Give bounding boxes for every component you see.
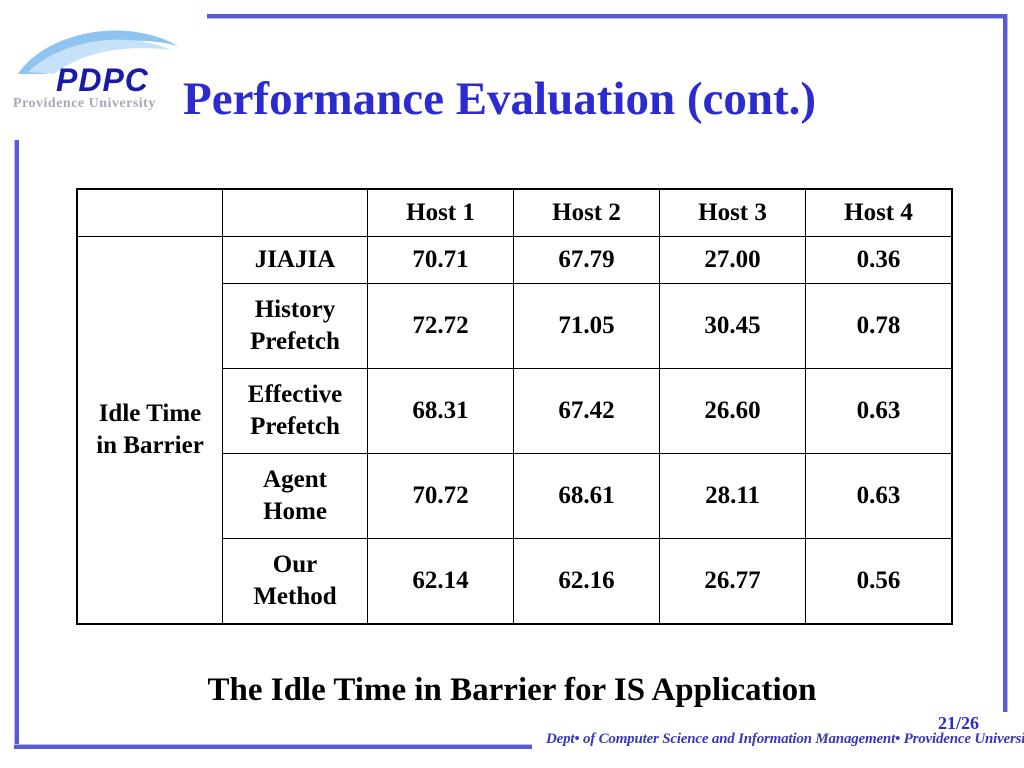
value-cell: 0.63 (805, 453, 953, 539)
method-cell: Our Method (222, 538, 368, 625)
frame-line-bottom (14, 744, 532, 749)
table-row: Effective Prefetch 68.31 67.42 26.60 0.6… (77, 368, 953, 454)
frame-line-top (207, 14, 1007, 19)
table-row: Agent Home 70.72 68.61 28.11 0.63 (77, 453, 953, 539)
header-cell: Host 1 (367, 188, 514, 237)
value-cell: 68.31 (367, 368, 514, 454)
value-cell: 70.72 (367, 453, 514, 539)
method-label: Agent Home (263, 465, 327, 526)
header-cell (76, 188, 223, 237)
header-cell: Host 3 (659, 188, 806, 237)
method-label: History Prefetch (250, 295, 340, 356)
method-label: Our Method (253, 550, 337, 611)
value-cell: 26.60 (659, 368, 806, 454)
university-logo: PDPC Providence University (6, 12, 206, 112)
method-cell: Agent Home (222, 453, 368, 539)
header-cell: Host 4 (805, 188, 953, 237)
value-cell: 72.72 (367, 283, 514, 369)
value-cell: 68.61 (513, 453, 660, 539)
footer-text: Dept• of Computer Science and Informatio… (546, 731, 1024, 747)
group-label-cell: Idle Time in Barrier (76, 236, 223, 625)
value-cell: 67.79 (513, 236, 660, 284)
value-cell: 27.00 (659, 236, 806, 284)
header-cell (222, 188, 368, 237)
frame-line-right (1003, 14, 1008, 712)
slide-title: Performance Evaluation (cont.) (183, 73, 817, 125)
logo-subtitle: Providence University (13, 96, 156, 111)
header-cell: Host 2 (513, 188, 660, 237)
method-cell: Effective Prefetch (222, 368, 368, 454)
method-cell: History Prefetch (222, 283, 368, 369)
results-table: Host 1 Host 2 Host 3 Host 4 Idle Time in… (76, 188, 953, 625)
method-cell: JIAJIA (222, 236, 368, 284)
value-cell: 67.42 (513, 368, 660, 454)
method-label: Effective Prefetch (247, 380, 343, 441)
value-cell: 0.56 (805, 538, 953, 625)
value-cell: 70.71 (367, 236, 514, 284)
logo-wordmark: PDPC (56, 62, 149, 98)
value-cell: 71.05 (513, 283, 660, 369)
value-cell: 26.77 (659, 538, 806, 625)
value-cell: 0.63 (805, 368, 953, 454)
value-cell: 62.16 (513, 538, 660, 625)
table-row: History Prefetch 72.72 71.05 30.45 0.78 (77, 283, 953, 369)
table-row: Our Method 62.14 62.16 26.77 0.56 (77, 538, 953, 625)
group-label: Idle Time in Barrier (96, 399, 204, 460)
frame-line-left (14, 140, 19, 748)
value-cell: 0.36 (805, 236, 953, 284)
value-cell: 62.14 (367, 538, 514, 625)
value-cell: 30.45 (659, 283, 806, 369)
table-caption: The Idle Time in Barrier for IS Applicat… (207, 672, 817, 708)
value-cell: 0.78 (805, 283, 953, 369)
table-row: Idle Time in Barrier JIAJIA 70.71 67.79 … (76, 236, 953, 625)
table-header-row: Host 1 Host 2 Host 3 Host 4 (76, 188, 953, 237)
page-number: 21/26 (938, 713, 980, 733)
logo-swoosh-icon (18, 30, 178, 74)
value-cell: 28.11 (659, 453, 806, 539)
